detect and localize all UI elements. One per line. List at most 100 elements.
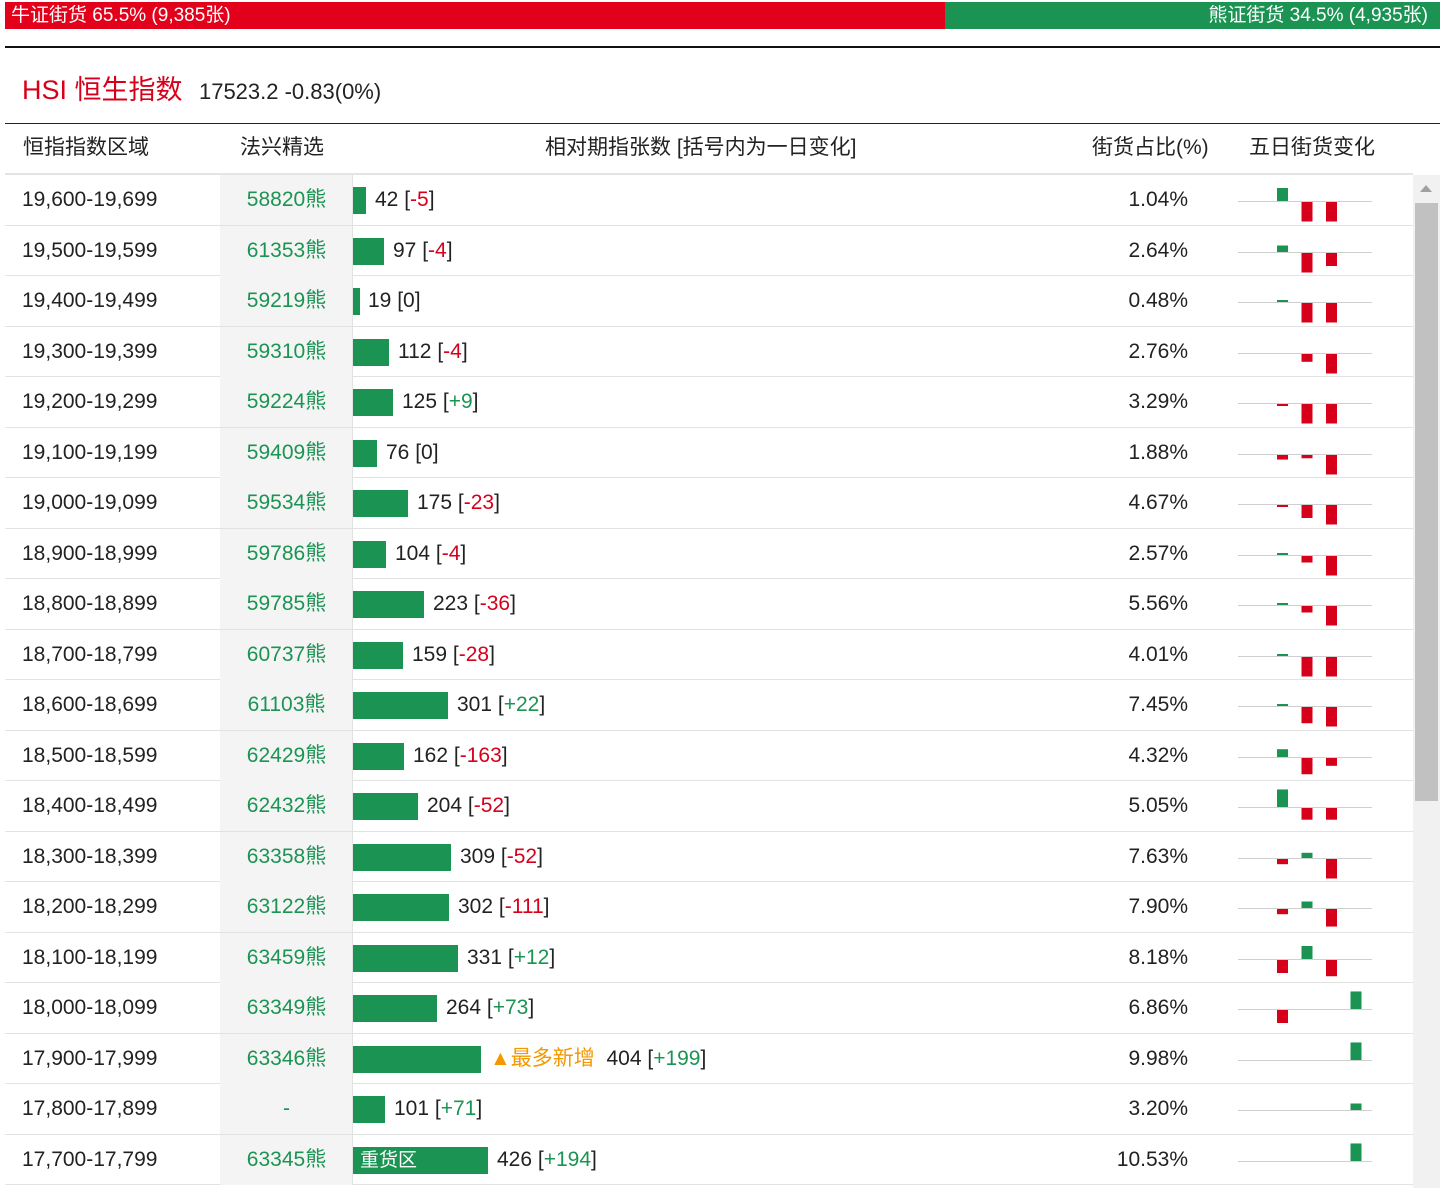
one-day-change: -23 — [463, 491, 495, 514]
index-name: HSI 恒生指数 — [22, 75, 183, 105]
count-cell: 331 [+12] — [467, 945, 556, 969]
count-value: 159 — [412, 642, 448, 666]
pick-link[interactable]: 63358熊 — [220, 831, 353, 882]
column-divider — [352, 175, 353, 225]
five-day-bar — [1326, 353, 1337, 373]
pick-link[interactable]: 59534熊 — [220, 478, 353, 528]
column-divider — [352, 629, 353, 680]
count-bar: 重货区 — [353, 1146, 488, 1174]
outstanding-pct-cell: 7.45% — [1128, 693, 1188, 716]
count-value: 112 — [398, 339, 432, 363]
count-cell: 97 [-4] — [393, 238, 453, 262]
count-bar — [353, 995, 437, 1022]
pick-link[interactable]: 63122熊 — [220, 882, 353, 932]
pick-link[interactable]: 59409熊 — [220, 427, 353, 478]
count-value: 101 — [394, 1097, 430, 1120]
count-bar — [353, 439, 377, 467]
pick-link[interactable]: 59310熊 — [220, 326, 353, 377]
bear-ratio-label: 熊证街货 34.5% (4,935张) — [1208, 5, 1428, 26]
count-bar — [353, 843, 451, 871]
column-divider — [352, 730, 353, 781]
scrollbar-thumb[interactable] — [1415, 203, 1438, 801]
pick-link[interactable]: 61353熊 — [220, 225, 353, 276]
pick-link[interactable]: 63349熊 — [220, 983, 353, 1033]
index-quote: 17523.2 -0.83(0%) — [198, 79, 382, 104]
five-day-bar — [1350, 1041, 1362, 1060]
column-divider — [352, 326, 353, 377]
five-day-change-chart — [1238, 748, 1372, 774]
five-day-bar — [1326, 202, 1337, 222]
column-divider — [352, 781, 353, 831]
outstanding-pct-cell: 4.01% — [1128, 642, 1188, 666]
five-day-bar — [1277, 789, 1288, 807]
count-cell: 112 [-4] — [398, 339, 468, 363]
pick-link[interactable]: 63459熊 — [220, 932, 353, 983]
pick-link[interactable]: 59786熊 — [220, 528, 353, 579]
count-value: 331 — [467, 945, 503, 969]
outstanding-pct-cell: 6.86% — [1128, 996, 1188, 1019]
pick-link[interactable]: 61103熊 — [220, 680, 353, 730]
five-day-bar — [1326, 656, 1337, 676]
pick-link[interactable]: 63346熊 — [220, 1033, 353, 1084]
five-day-change-chart — [1238, 403, 1372, 424]
pick-link[interactable]: 59785熊 — [220, 579, 353, 629]
pick-link[interactable]: 63345熊 — [220, 1134, 353, 1185]
count-cell: 204 [-52] — [427, 794, 510, 817]
pick-link[interactable]: 59219熊 — [220, 276, 353, 326]
outstanding-pct-cell: 8.18% — [1128, 945, 1188, 969]
five-day-bar — [1326, 505, 1337, 525]
five-day-change-chart — [1238, 1103, 1372, 1111]
five-day-bar — [1326, 858, 1337, 878]
one-day-change: -5 — [410, 188, 429, 211]
count-value: 125 — [402, 390, 438, 413]
heavy-zone-label: 重货区 — [360, 1149, 418, 1171]
five-day-bar — [1277, 300, 1288, 302]
pick-link[interactable]: 58820熊 — [220, 175, 353, 225]
pick-link[interactable]: 59224熊 — [220, 377, 353, 427]
pick-link[interactable]: 60737熊 — [220, 629, 353, 680]
five-day-bar — [1350, 1103, 1362, 1110]
column-header-range: 恒指指数区域 — [23, 136, 149, 159]
column-divider — [352, 276, 353, 326]
column-divider — [352, 1084, 353, 1134]
scroll-up-arrow-icon[interactable] — [1420, 185, 1432, 192]
range-cell: 19,300-19,399 — [22, 339, 158, 363]
one-day-change: -28 — [458, 642, 490, 666]
column-divider — [352, 1134, 353, 1185]
most-added-tag: ▲最多新增 — [490, 1046, 595, 1070]
column-divider — [352, 478, 353, 528]
count-bar — [353, 894, 449, 921]
five-day-bar — [1277, 454, 1288, 460]
scrollbar[interactable] — [1413, 175, 1440, 1188]
table-row: 18,300-18,399 63358熊 309 [-52] 7.63% — [5, 831, 1413, 882]
five-day-change-chart — [1238, 901, 1372, 927]
table-row: 19,500-19,599 61353熊 97 [-4] 2.64% — [5, 225, 1413, 276]
count-cell: 125 [+9] — [402, 390, 479, 413]
table-row: 19,300-19,399 59310熊 112 [-4] 2.76% — [5, 326, 1413, 377]
count-value: 42 — [375, 188, 399, 211]
five-day-bar — [1277, 704, 1288, 706]
count-value: 19 — [368, 289, 392, 312]
count-bar — [353, 641, 403, 669]
table-row: 18,600-18,699 61103熊 301 [+22] 7.45% — [5, 680, 1413, 731]
five-day-change-chart — [1238, 504, 1372, 525]
outstanding-pct-cell: 9.98% — [1128, 1046, 1188, 1070]
five-day-bar — [1277, 909, 1288, 915]
count-cell: 159 [-28] — [412, 642, 495, 666]
count-bar — [353, 692, 448, 719]
five-day-bar — [1277, 603, 1288, 605]
table-row: 19,400-19,499 59219熊 19 [0] 0.48% — [5, 276, 1413, 327]
column-divider — [352, 1033, 353, 1084]
count-value: 426 — [497, 1147, 533, 1171]
pick-link[interactable]: 62432熊 — [220, 781, 353, 831]
table-row: 19,600-19,699 58820熊 42 [-5] 1.04% — [5, 175, 1413, 226]
count-cell: 426 [+194] — [497, 1147, 597, 1171]
five-day-change-chart — [1238, 352, 1372, 373]
five-day-bar — [1301, 852, 1313, 858]
count-value: 223 — [433, 592, 469, 615]
count-bar — [353, 742, 404, 770]
count-cell: 19 [0] — [368, 289, 421, 312]
pick-link[interactable]: 62429熊 — [220, 730, 353, 781]
one-day-change: +9 — [448, 390, 473, 413]
bear-ratio-segment: 熊证街货 34.5% (4,935张) — [944, 2, 1440, 29]
